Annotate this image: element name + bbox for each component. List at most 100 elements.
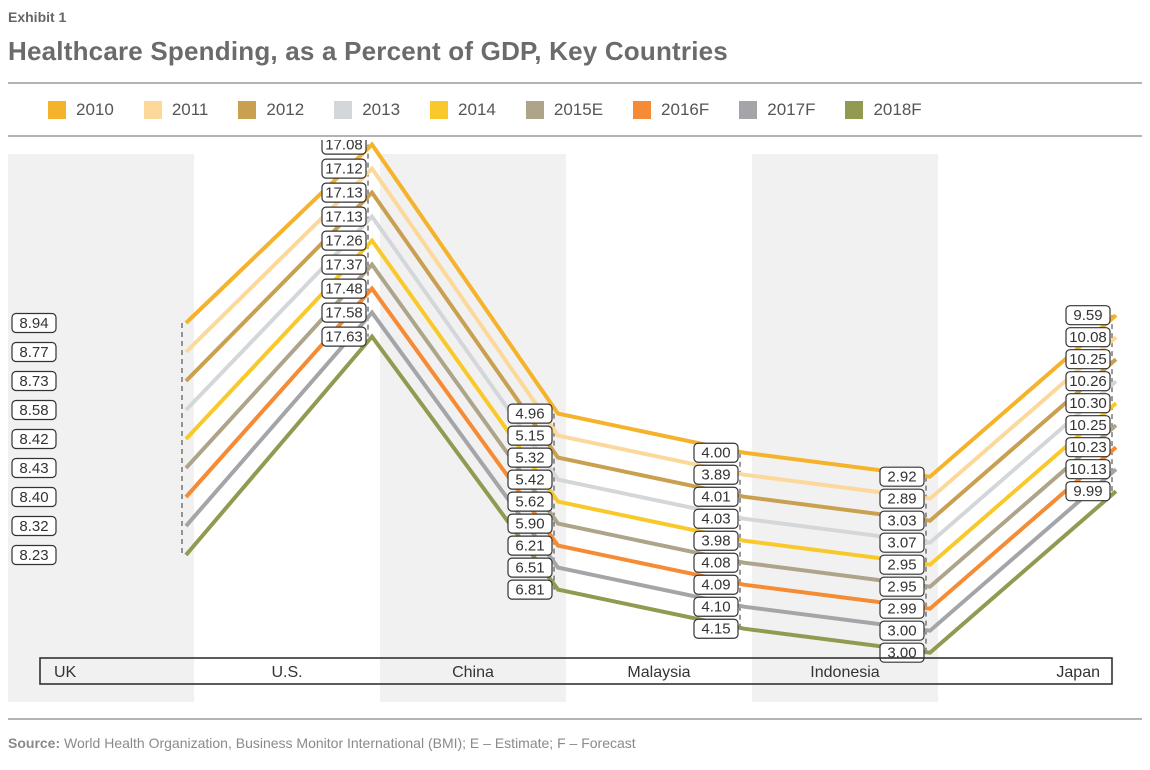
data-label-box — [507, 535, 553, 556]
legend-label: 2013 — [362, 100, 401, 119]
data-label-box — [693, 464, 739, 485]
data-label-2011-indonesia: 2.89 — [879, 488, 925, 509]
data-label-box — [11, 341, 57, 363]
data-label-text: 17.58 — [325, 305, 363, 322]
data-label-box — [879, 620, 925, 641]
data-label-2014-uk: 8.42 — [11, 428, 57, 450]
data-label-box — [11, 515, 57, 537]
legend-swatch — [48, 101, 66, 119]
data-label-text: 17.37 — [325, 257, 363, 274]
data-label-text: 17.13 — [325, 209, 363, 226]
data-label-box — [11, 544, 57, 566]
data-label-box — [507, 491, 553, 512]
data-label-2018f-china: 6.81 — [507, 579, 553, 600]
data-label-text: 3.03 — [887, 513, 916, 530]
data-label-box — [507, 557, 553, 578]
data-label-box — [507, 425, 553, 446]
data-label-2013-uk: 8.58 — [11, 399, 57, 421]
data-label-box — [879, 598, 925, 619]
data-label-text: 2.99 — [887, 601, 916, 618]
data-label-2011-malaysia: 3.89 — [693, 464, 739, 485]
data-label-2010-china: 4.96 — [507, 403, 553, 424]
data-label-text: 3.89 — [701, 467, 730, 484]
data-label-box — [321, 254, 367, 275]
data-label-text: 17.26 — [325, 233, 363, 250]
category-label-u-s: U.S. — [271, 664, 302, 681]
category-label-indonesia: Indonesia — [810, 664, 879, 681]
legend-item-2015e: 2015E — [525, 100, 603, 120]
data-label-text: 10.30 — [1069, 395, 1107, 412]
category-label-uk: UK — [54, 664, 77, 681]
data-label-2018f-uk: 8.23 — [11, 544, 57, 566]
data-label-text: 4.15 — [701, 621, 730, 638]
legend-item-2012: 2012 — [238, 100, 304, 120]
data-label-box — [1065, 327, 1111, 348]
data-label-text: 6.51 — [515, 560, 544, 577]
data-label-text: 4.01 — [701, 489, 730, 506]
data-label-box — [11, 399, 57, 421]
legend-swatch — [739, 101, 758, 119]
data-label-box — [1065, 437, 1111, 458]
data-label-text: 5.15 — [515, 428, 544, 445]
series-line-2016f — [184, 285, 1118, 611]
category-axis-box — [39, 657, 1113, 685]
data-label-text: 10.25 — [1069, 417, 1107, 434]
data-label-box — [1065, 481, 1111, 502]
data-label-box — [879, 466, 925, 487]
data-label-text: 8.40 — [19, 489, 48, 506]
data-label-box — [879, 532, 925, 553]
data-label-2010-japan: 9.59 — [1065, 305, 1111, 326]
legend-label: 2012 — [266, 100, 305, 119]
data-label-2012-uk: 8.73 — [11, 370, 57, 392]
data-label-2010-uk: 8.94 — [11, 312, 57, 334]
category-label-japan: Japan — [1056, 664, 1100, 681]
data-label-box — [1065, 393, 1111, 414]
data-label-text: 4.00 — [701, 445, 730, 462]
data-label-box — [321, 278, 367, 299]
legend-swatch — [143, 101, 162, 119]
exhibit-label: Exhibit 1 — [8, 9, 67, 25]
data-label-text: 9.59 — [1073, 307, 1102, 324]
legend-label: 2014 — [458, 100, 496, 119]
legend-swatch — [238, 101, 257, 119]
data-label-2011-u-s: 17.12 — [321, 158, 367, 179]
data-label-2013-malaysia: 4.03 — [693, 508, 739, 529]
data-label-2011-japan: 10.08 — [1065, 327, 1111, 348]
data-label-text: 8.23 — [19, 547, 48, 564]
data-label-box — [321, 302, 367, 323]
data-label-text: 5.62 — [515, 494, 544, 511]
data-label-box — [693, 552, 739, 573]
data-label-box — [507, 447, 553, 468]
legend-item-2016f: 2016F — [633, 100, 709, 120]
data-label-2017f-malaysia: 4.10 — [693, 596, 739, 617]
data-label-box — [1065, 305, 1111, 326]
data-label-text: 17.63 — [325, 329, 363, 346]
data-label-2018f-malaysia: 4.15 — [693, 618, 739, 639]
chart-legend: 2010 2011 2012 2013 2014 2015E 2016F 2017F 2018F — [48, 96, 952, 124]
data-label-text: 8.43 — [19, 460, 48, 477]
data-label-2015e-uk: 8.43 — [11, 457, 57, 479]
data-label-box — [321, 326, 367, 347]
data-label-box — [1065, 371, 1111, 392]
data-label-2017f-uk: 8.32 — [11, 515, 57, 537]
data-label-box — [693, 508, 739, 529]
data-label-text: 6.81 — [515, 582, 544, 599]
data-label-text: 10.08 — [1069, 329, 1107, 346]
data-label-2012-malaysia: 4.01 — [693, 486, 739, 507]
data-label-2018f-indonesia: 3.00 — [879, 642, 925, 663]
data-label-box — [321, 230, 367, 251]
data-label-2014-malaysia: 3.98 — [693, 530, 739, 551]
data-label-2013-u-s: 17.13 — [321, 206, 367, 227]
data-label-box — [321, 206, 367, 227]
data-label-text: 8.58 — [19, 402, 48, 419]
data-label-2014-china: 5.62 — [507, 491, 553, 512]
data-label-2013-indonesia: 3.07 — [879, 532, 925, 553]
data-label-2016f-malaysia: 4.09 — [693, 574, 739, 595]
data-label-2015e-malaysia: 4.08 — [693, 552, 739, 573]
data-label-2017f-japan: 10.13 — [1065, 459, 1111, 480]
data-label-2015e-china: 5.90 — [507, 513, 553, 534]
data-label-2010-u-s: 17.08 — [321, 140, 367, 155]
data-label-box — [693, 530, 739, 551]
data-label-text: 17.08 — [325, 140, 363, 154]
footer-divider — [8, 718, 1142, 720]
